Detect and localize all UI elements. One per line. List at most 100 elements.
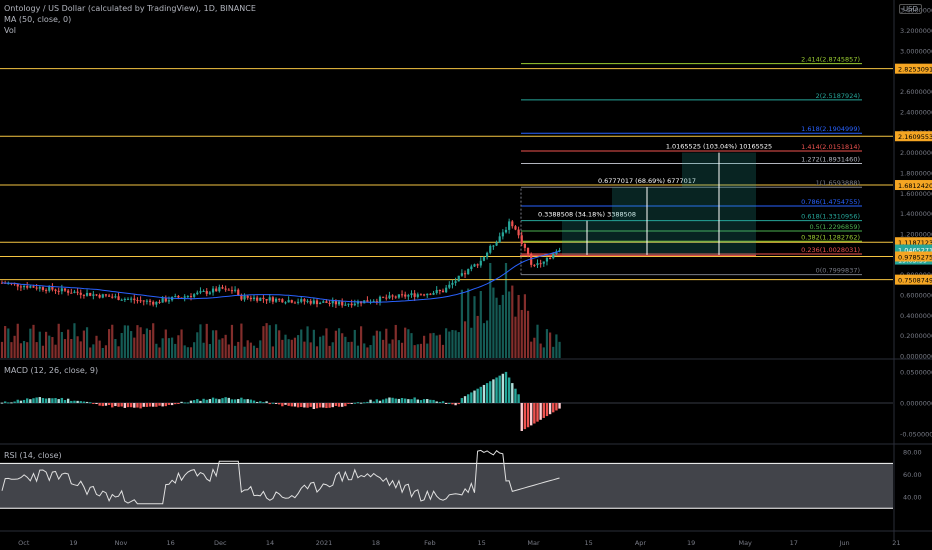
volume-bar: [85, 327, 89, 358]
volume-bar: [397, 340, 400, 358]
macd-histogram: [0, 371, 893, 431]
macd-bar: [511, 383, 514, 403]
volume-bar: [252, 345, 256, 358]
macd-bar: [296, 403, 300, 408]
price-candle-body: [501, 232, 504, 237]
volume-bar: [325, 328, 328, 358]
price-candle-body: [498, 236, 501, 243]
currency-badge[interactable]: USD: [899, 4, 922, 14]
macd-bar: [120, 403, 123, 407]
price-candle-body: [337, 301, 341, 305]
price-candle-body: [262, 297, 265, 299]
macd-bar: [404, 398, 407, 403]
price-candle-body: [256, 297, 259, 301]
macd-bar: [208, 399, 212, 403]
volume-bar: [448, 331, 451, 358]
macd-bar: [457, 403, 460, 405]
macd-bar: [63, 399, 67, 403]
macd-tick-label: 0.0500000: [900, 368, 932, 376]
volume-bar: [410, 333, 413, 358]
price-candle-body: [57, 290, 60, 292]
macd-bar: [463, 396, 467, 403]
macd-bar: [98, 403, 101, 406]
volume-bar: [287, 339, 290, 358]
price-tick-label: 3.2000000: [900, 27, 932, 35]
price-candle-body: [224, 288, 227, 290]
price-tag-label: 0.9785275: [898, 253, 932, 261]
volume-bar: [79, 341, 82, 358]
volume-bar: [183, 345, 186, 358]
volume-bar: [249, 342, 252, 358]
macd-bar: [85, 401, 89, 403]
volume-bar: [117, 346, 120, 358]
macd-bar: [552, 403, 555, 413]
macd-bar: [3, 401, 7, 403]
macd-bar: [435, 401, 438, 403]
macd-bar: [438, 401, 442, 403]
price-candle-body: [180, 297, 183, 299]
price-candle-body: [520, 235, 523, 244]
macd-bar: [145, 403, 149, 407]
price-tick-label: 3.0000000: [900, 47, 932, 55]
macd-bar: [48, 398, 51, 403]
volume-bar: [454, 330, 457, 358]
volume-bar: [199, 324, 202, 358]
volume-bar: [526, 310, 530, 358]
macd-bar: [107, 403, 111, 406]
volume-bar: [438, 334, 441, 358]
volume-bar: [293, 337, 297, 358]
volume-bar: [196, 332, 199, 358]
macd-bar: [7, 402, 10, 404]
fib-level-label: 0.236(1.0028031): [801, 246, 860, 254]
price-candle-body: [19, 286, 22, 288]
volume-bar: [489, 263, 492, 358]
price-candle-body: [38, 287, 41, 289]
price-candle-body: [549, 258, 552, 260]
volume-bar: [95, 335, 98, 358]
macd-bar: [530, 403, 533, 426]
price-candle-body: [82, 294, 85, 296]
price-candle-body: [101, 294, 104, 298]
price-candle-body: [161, 298, 164, 303]
fib-level-label: 1.618(2.1904999): [801, 125, 860, 133]
projection-boxes: 0.3388508 (34.18%) 3388508 0.6777017 (68.…: [520, 143, 772, 256]
price-candle-body: [350, 303, 353, 306]
volume-bars: [0, 263, 561, 358]
macd-bar: [218, 399, 221, 403]
macd-bar: [95, 403, 98, 404]
macd-bar: [44, 398, 48, 403]
macd-bar: [152, 403, 155, 407]
macd-bar: [526, 403, 530, 428]
macd-bar: [416, 399, 419, 403]
volume-bar: [230, 324, 234, 358]
price-candle-body: [476, 264, 479, 266]
volume-bar: [363, 343, 366, 358]
rsi-pane: [0, 449, 893, 509]
macd-bar: [378, 400, 382, 403]
projection-label: 0.6777017 (68.69%) 6777017: [598, 177, 696, 185]
macd-bar: [290, 403, 293, 407]
price-candle-body: [240, 295, 243, 300]
price-candle-body: [306, 300, 309, 302]
macd-bar: [57, 399, 60, 403]
price-tag: [895, 180, 932, 191]
macd-bar: [101, 403, 104, 407]
fib-level-label: 1(1.6593888): [816, 179, 860, 187]
price-candle-body: [196, 292, 199, 295]
price-candle-body: [164, 298, 167, 302]
volume-bar: [148, 329, 152, 358]
macd-bar: [454, 403, 457, 406]
volume-bar: [26, 342, 29, 358]
price-candle-body: [16, 283, 19, 287]
macd-bar: [366, 401, 369, 403]
macd-bar: [388, 397, 391, 403]
price-candle-body: [76, 291, 79, 293]
time-tick-label: 17: [790, 539, 798, 547]
time-tick-label: 19: [69, 539, 77, 547]
macd-bar: [104, 403, 108, 406]
volume-bar: [92, 344, 95, 358]
macd-bar: [148, 403, 152, 407]
macd-bar: [385, 398, 388, 403]
